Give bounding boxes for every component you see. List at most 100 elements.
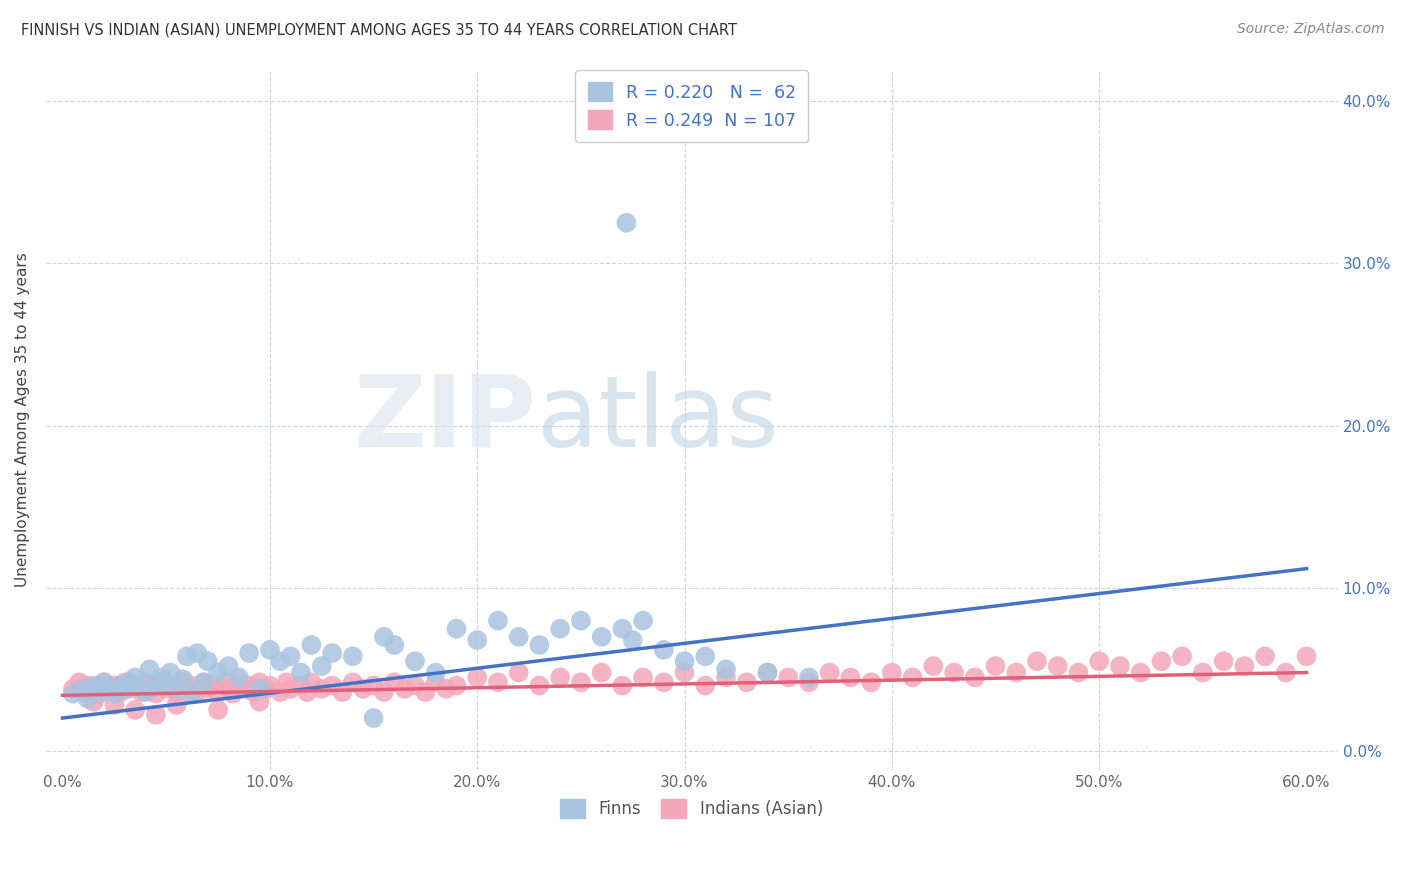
Point xyxy=(778,670,800,684)
Point xyxy=(83,681,105,696)
Point xyxy=(197,654,219,668)
Point xyxy=(207,685,229,699)
Point xyxy=(280,649,302,664)
Point xyxy=(860,675,883,690)
Point xyxy=(172,672,194,686)
Point xyxy=(299,638,322,652)
Point xyxy=(238,679,260,693)
Text: FINNISH VS INDIAN (ASIAN) UNEMPLOYMENT AMONG AGES 35 TO 44 YEARS CORRELATION CHA: FINNISH VS INDIAN (ASIAN) UNEMPLOYMENT A… xyxy=(21,22,737,37)
Point xyxy=(242,685,264,699)
Point xyxy=(382,675,405,690)
Point xyxy=(363,711,385,725)
Point xyxy=(695,649,717,664)
Point xyxy=(756,665,779,680)
Point xyxy=(922,659,945,673)
Legend: Finns, Indians (Asian): Finns, Indians (Asian) xyxy=(554,793,830,825)
Point xyxy=(186,685,208,699)
Point xyxy=(269,685,291,699)
Point xyxy=(166,698,188,712)
Point xyxy=(321,646,343,660)
Point xyxy=(394,681,416,696)
Point xyxy=(138,681,160,696)
Point xyxy=(193,675,215,690)
Point xyxy=(103,687,125,701)
Point xyxy=(290,679,312,693)
Point xyxy=(446,622,468,636)
Point xyxy=(404,654,426,668)
Point xyxy=(299,675,322,690)
Point xyxy=(1275,665,1298,680)
Point xyxy=(83,695,105,709)
Point xyxy=(145,687,167,701)
Point xyxy=(695,679,717,693)
Point xyxy=(93,675,115,690)
Point xyxy=(62,687,84,701)
Point xyxy=(221,687,243,701)
Point xyxy=(295,685,318,699)
Point xyxy=(290,665,312,680)
Point xyxy=(363,679,385,693)
Point xyxy=(404,679,426,693)
Point xyxy=(652,643,675,657)
Point xyxy=(529,638,551,652)
Point xyxy=(124,670,146,684)
Point xyxy=(176,649,198,664)
Point xyxy=(249,675,271,690)
Point xyxy=(373,685,395,699)
Point xyxy=(89,685,111,699)
Point xyxy=(901,670,924,684)
Point xyxy=(797,670,820,684)
Point xyxy=(76,679,98,693)
Point xyxy=(943,665,966,680)
Point xyxy=(134,685,156,699)
Point xyxy=(269,654,291,668)
Point xyxy=(155,675,177,690)
Point xyxy=(569,614,592,628)
Point xyxy=(425,675,447,690)
Point xyxy=(321,679,343,693)
Text: Source: ZipAtlas.com: Source: ZipAtlas.com xyxy=(1237,22,1385,37)
Point xyxy=(486,614,509,628)
Point xyxy=(72,681,94,696)
Point xyxy=(839,670,862,684)
Point xyxy=(714,662,737,676)
Point xyxy=(103,679,125,693)
Point xyxy=(217,659,239,673)
Point xyxy=(76,691,98,706)
Point xyxy=(311,659,333,673)
Point xyxy=(176,681,198,696)
Point xyxy=(529,679,551,693)
Point xyxy=(159,665,181,680)
Point xyxy=(631,670,654,684)
Point xyxy=(342,649,364,664)
Point xyxy=(373,630,395,644)
Point xyxy=(180,679,202,693)
Point xyxy=(233,681,256,696)
Point xyxy=(145,707,167,722)
Point xyxy=(186,646,208,660)
Point xyxy=(332,685,354,699)
Point xyxy=(254,681,277,696)
Point xyxy=(207,665,229,680)
Point xyxy=(1192,665,1215,680)
Point xyxy=(166,685,188,699)
Point xyxy=(311,681,333,696)
Text: ZIP: ZIP xyxy=(354,371,537,467)
Point xyxy=(1150,654,1173,668)
Point xyxy=(486,675,509,690)
Point xyxy=(114,681,136,696)
Point xyxy=(228,675,250,690)
Point xyxy=(110,685,132,699)
Point xyxy=(1233,659,1256,673)
Point xyxy=(352,681,374,696)
Point xyxy=(259,679,281,693)
Point xyxy=(1212,654,1234,668)
Point xyxy=(548,622,571,636)
Point xyxy=(1046,659,1069,673)
Point xyxy=(131,681,153,696)
Point xyxy=(97,681,120,696)
Point xyxy=(1088,654,1111,668)
Point xyxy=(249,695,271,709)
Point xyxy=(342,675,364,690)
Point xyxy=(214,675,236,690)
